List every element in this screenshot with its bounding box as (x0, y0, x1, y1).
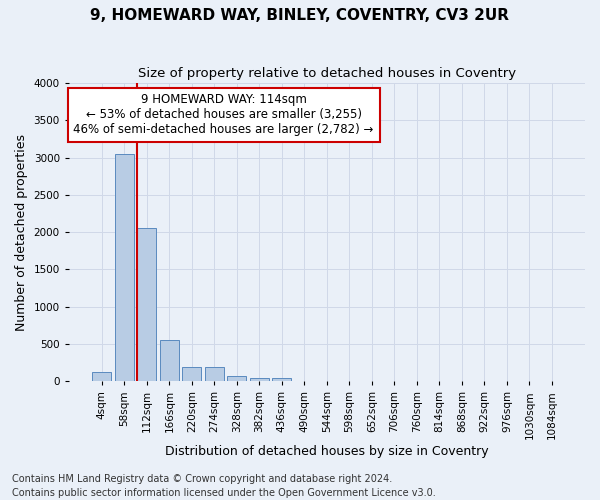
Bar (205, 368, 224, 382)
Bar (272, 378, 292, 382)
Y-axis label: Number of detached properties: Number of detached properties (15, 134, 28, 330)
Bar (160, 340, 179, 382)
Title: Size of property relative to detached houses in Coventry: Size of property relative to detached ho… (138, 68, 516, 80)
Bar (227, 376, 247, 382)
Bar (250, 378, 269, 382)
Text: 9, HOMEWARD WAY, BINLEY, COVENTRY, CV3 2UR: 9, HOMEWARD WAY, BINLEY, COVENTRY, CV3 2… (91, 8, 509, 22)
Bar (137, 228, 157, 382)
Bar (182, 368, 202, 382)
Bar (115, 154, 134, 382)
X-axis label: Distribution of detached houses by size in Coventry: Distribution of detached houses by size … (165, 444, 489, 458)
Text: 9 HOMEWARD WAY: 114sqm
← 53% of detached houses are smaller (3,255)
46% of semi-: 9 HOMEWARD WAY: 114sqm ← 53% of detached… (73, 94, 374, 136)
Bar (92, 372, 112, 382)
Text: Contains HM Land Registry data © Crown copyright and database right 2024.
Contai: Contains HM Land Registry data © Crown c… (12, 474, 436, 498)
